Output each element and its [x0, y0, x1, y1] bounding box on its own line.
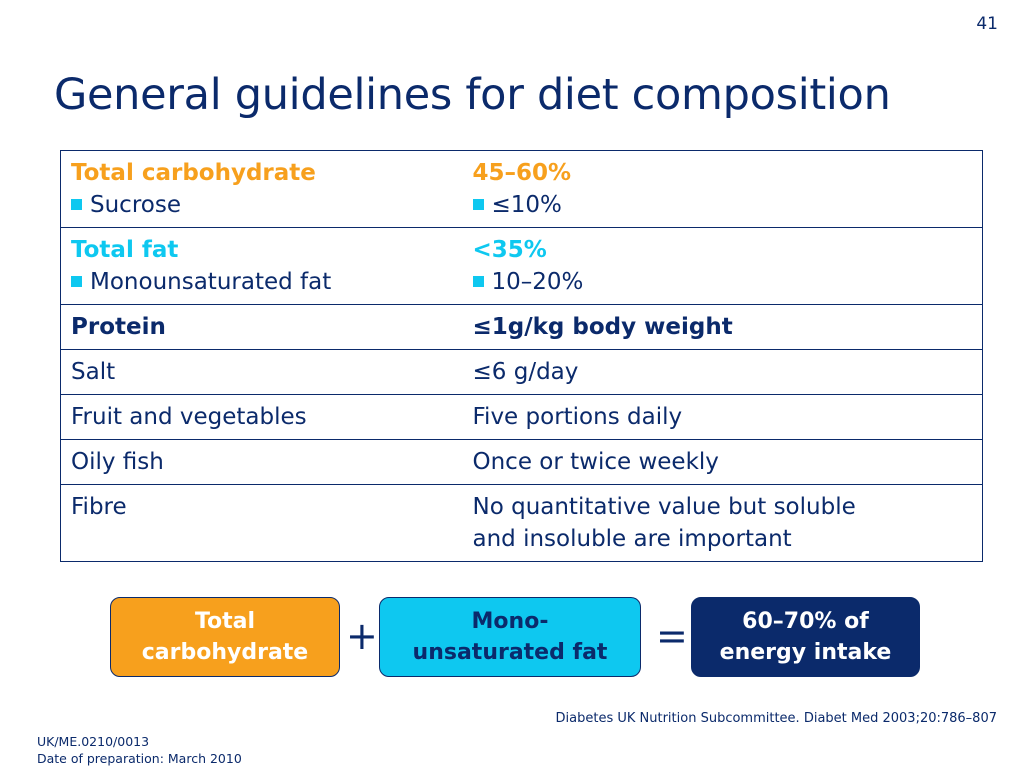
row-value: ≤6 g/day	[462, 349, 983, 395]
footer: UK/ME.0210/0013 Date of preparation: Mar…	[37, 733, 242, 767]
plus-sign: +	[346, 614, 378, 658]
square-bullet-icon	[472, 199, 484, 210]
row-label: Protein	[60, 304, 463, 350]
box-text-line: unsaturated fat	[412, 640, 608, 665]
sub-value: ≤10%	[491, 192, 562, 218]
table-row-fibre: Fibre No quantitative value but soluble …	[60, 484, 983, 562]
table-cell-label: Total fat Monounsaturated fat	[60, 227, 463, 305]
sub-item: 10–20%	[472, 266, 973, 298]
row-label: Oily fish	[60, 439, 463, 485]
box-text-line: Total	[194, 609, 256, 634]
row-label: Salt	[60, 349, 463, 395]
box-text-line: Mono-	[471, 609, 549, 634]
table-row-salt: Salt ≤6 g/day	[60, 349, 983, 395]
row-label: Total fat	[71, 237, 179, 263]
row-value: ≤1g/kg body weight	[462, 304, 983, 350]
table-row-oily-fish: Oily fish Once or twice weekly	[60, 439, 983, 485]
sub-item: Monounsaturated fat	[71, 266, 453, 298]
table-row-protein: Protein ≤1g/kg body weight	[60, 304, 983, 350]
row-value: <35%	[472, 237, 547, 263]
page-title: General guidelines for diet composition	[54, 70, 891, 120]
table-cell-value: <35% 10–20%	[462, 227, 983, 305]
sub-label: Monounsaturated fat	[90, 269, 332, 295]
box-text-line: 60–70% of	[742, 609, 869, 634]
row-value-line: No quantitative value but soluble	[472, 494, 856, 520]
reference-citation: Diabetes UK Nutrition Subcommittee. Diab…	[555, 711, 997, 726]
sub-item: ≤10%	[472, 189, 973, 221]
row-value-line: and insoluble are important	[472, 526, 792, 552]
table-row-carbohydrate: Total carbohydrate Sucrose 45–60% ≤10%	[60, 150, 983, 228]
row-value: Once or twice weekly	[462, 439, 983, 485]
table-row-fruit-vegetables: Fruit and vegetables Five portions daily	[60, 394, 983, 440]
row-label: Fruit and vegetables	[60, 394, 463, 440]
energy-intake-box: 60–70% of energy intake	[691, 597, 920, 677]
slide-number: 41	[976, 14, 998, 34]
row-value: 45–60%	[472, 160, 572, 186]
square-bullet-icon	[71, 276, 82, 287]
monounsaturated-fat-box: Mono-unsaturated fat	[379, 597, 641, 677]
table-row-fat: Total fat Monounsaturated fat <35% 10–20…	[60, 227, 983, 305]
box-text-line: energy intake	[719, 640, 892, 665]
square-bullet-icon	[71, 199, 82, 210]
equals-sign: =	[656, 614, 688, 658]
sub-value: 10–20%	[491, 269, 584, 295]
sub-label: Sucrose	[90, 192, 181, 218]
box-text-line: carbohydrate	[141, 640, 309, 665]
row-value: Five portions daily	[462, 394, 983, 440]
preparation-date: Date of preparation: March 2010	[37, 751, 242, 766]
table-cell-value: 45–60% ≤10%	[462, 150, 983, 228]
row-label: Fibre	[60, 484, 463, 562]
table-cell-value: No quantitative value but soluble and in…	[462, 484, 983, 562]
diet-composition-table: Total carbohydrate Sucrose 45–60% ≤10% T…	[60, 150, 983, 562]
row-label: Total carbohydrate	[71, 160, 316, 186]
square-bullet-icon	[472, 276, 484, 287]
table-cell-label: Total carbohydrate Sucrose	[60, 150, 463, 228]
sub-item: Sucrose	[71, 189, 453, 221]
document-code: UK/ME.0210/0013	[37, 734, 150, 749]
total-carbohydrate-box: Total carbohydrate	[110, 597, 340, 677]
